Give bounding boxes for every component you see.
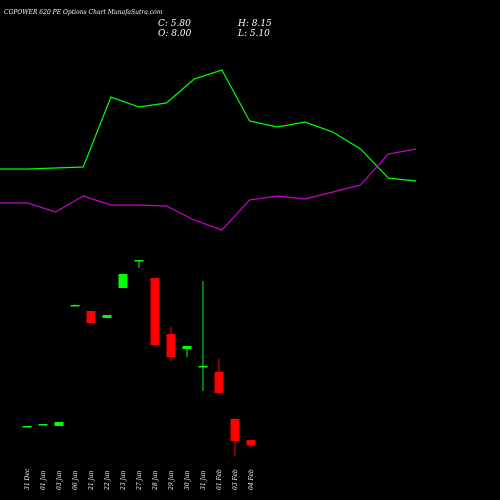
high-label: H: 8.15 bbox=[237, 19, 272, 29]
x-tick-label: 03 Jan bbox=[56, 470, 63, 490]
x-tick-label: 06 Jan bbox=[72, 470, 79, 490]
x-tick-label: 21 Jan bbox=[88, 470, 95, 491]
x-tick-label: 04 Feb bbox=[248, 469, 255, 490]
close-label: C: 5.80 bbox=[158, 19, 191, 29]
candle-body bbox=[150, 278, 160, 345]
candle-body bbox=[54, 422, 64, 426]
candle-body bbox=[70, 305, 80, 307]
candle-body bbox=[134, 260, 144, 262]
x-tick-label: 31 Dec bbox=[24, 468, 31, 490]
x-tick-label: 31 Jan bbox=[200, 470, 207, 490]
indicator-line bbox=[0, 148, 417, 231]
x-tick-label: 01 Feb bbox=[216, 469, 223, 490]
candle-body bbox=[214, 372, 224, 393]
low-label: L: 5.10 bbox=[237, 29, 270, 39]
x-tick-label: 22 Jan bbox=[104, 470, 111, 491]
x-tick-label: 01 Jan bbox=[40, 470, 47, 490]
indicator-line bbox=[0, 69, 417, 182]
candle-body bbox=[246, 440, 256, 446]
x-tick-label: 27 Jan bbox=[136, 470, 143, 491]
x-tick-label: 30 Jan bbox=[184, 470, 191, 490]
chart-title: CGPOWER 620 PE Options Chart MunafaSutra… bbox=[4, 9, 163, 16]
candle-body bbox=[166, 334, 176, 357]
candle-body bbox=[198, 366, 208, 368]
candle-body bbox=[102, 315, 112, 318]
candle-body bbox=[182, 346, 192, 349]
candle-body bbox=[22, 426, 32, 428]
x-tick-label: 28 Jan bbox=[152, 470, 159, 491]
x-tick-label: 29 Jan bbox=[168, 470, 175, 491]
open-label: O: 8.00 bbox=[158, 29, 192, 39]
candle-body bbox=[118, 274, 128, 288]
candle-body bbox=[86, 311, 96, 323]
x-tick-label: 03 Feb bbox=[232, 469, 239, 490]
candle-body bbox=[38, 424, 48, 426]
x-tick-label: 23 Jan bbox=[120, 470, 127, 491]
candle-body bbox=[230, 419, 240, 441]
